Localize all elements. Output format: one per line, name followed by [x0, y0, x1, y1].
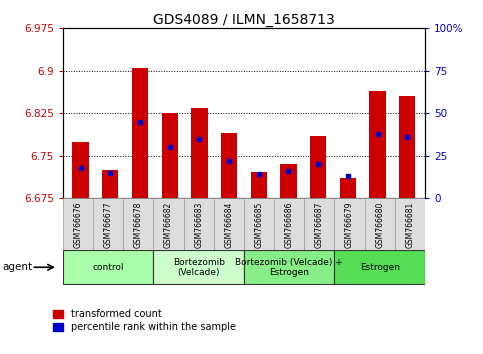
Bar	[244, 198, 274, 250]
Text: GSM766677: GSM766677	[103, 202, 113, 248]
Text: GSM766680: GSM766680	[375, 202, 384, 248]
Bar	[221, 133, 237, 198]
Bar	[335, 198, 365, 250]
Bar	[132, 68, 148, 198]
Text: GSM766683: GSM766683	[194, 202, 203, 248]
Bar	[340, 178, 356, 198]
Text: GSM766682: GSM766682	[164, 202, 173, 248]
Bar	[161, 113, 178, 198]
Bar	[274, 198, 304, 250]
Text: GSM766686: GSM766686	[284, 202, 294, 248]
Legend: transformed count, percentile rank within the sample: transformed count, percentile rank withi…	[53, 309, 236, 332]
Bar	[365, 198, 395, 250]
Bar	[102, 170, 118, 198]
Text: GSM766676: GSM766676	[73, 202, 83, 248]
Bar	[154, 250, 244, 284]
Bar	[395, 198, 425, 250]
Text: GSM766681: GSM766681	[405, 202, 414, 248]
Bar	[251, 172, 267, 198]
Text: GSM766685: GSM766685	[255, 202, 264, 248]
Bar	[304, 198, 335, 250]
Bar	[280, 164, 297, 198]
Bar	[63, 198, 93, 250]
Bar	[123, 198, 154, 250]
Text: GSM766684: GSM766684	[224, 202, 233, 248]
Bar	[244, 250, 334, 284]
Bar	[191, 108, 208, 198]
Text: agent: agent	[2, 262, 32, 272]
Bar	[154, 198, 184, 250]
Bar	[213, 198, 244, 250]
Bar	[335, 250, 425, 284]
Text: control: control	[92, 263, 124, 272]
Text: GSM766678: GSM766678	[134, 202, 143, 248]
Bar	[93, 198, 123, 250]
Text: GSM766687: GSM766687	[315, 202, 324, 248]
Text: GSM766679: GSM766679	[345, 202, 354, 248]
Text: Bortezomib (Velcade) +
Estrogen: Bortezomib (Velcade) + Estrogen	[235, 258, 343, 277]
Title: GDS4089 / ILMN_1658713: GDS4089 / ILMN_1658713	[153, 13, 335, 27]
Bar	[399, 96, 415, 198]
Bar	[369, 91, 386, 198]
Bar	[184, 198, 213, 250]
Text: Estrogen: Estrogen	[360, 263, 400, 272]
Text: Bortezomib
(Velcade): Bortezomib (Velcade)	[172, 258, 225, 277]
Bar	[72, 142, 89, 198]
Bar	[63, 250, 154, 284]
Bar	[310, 136, 327, 198]
